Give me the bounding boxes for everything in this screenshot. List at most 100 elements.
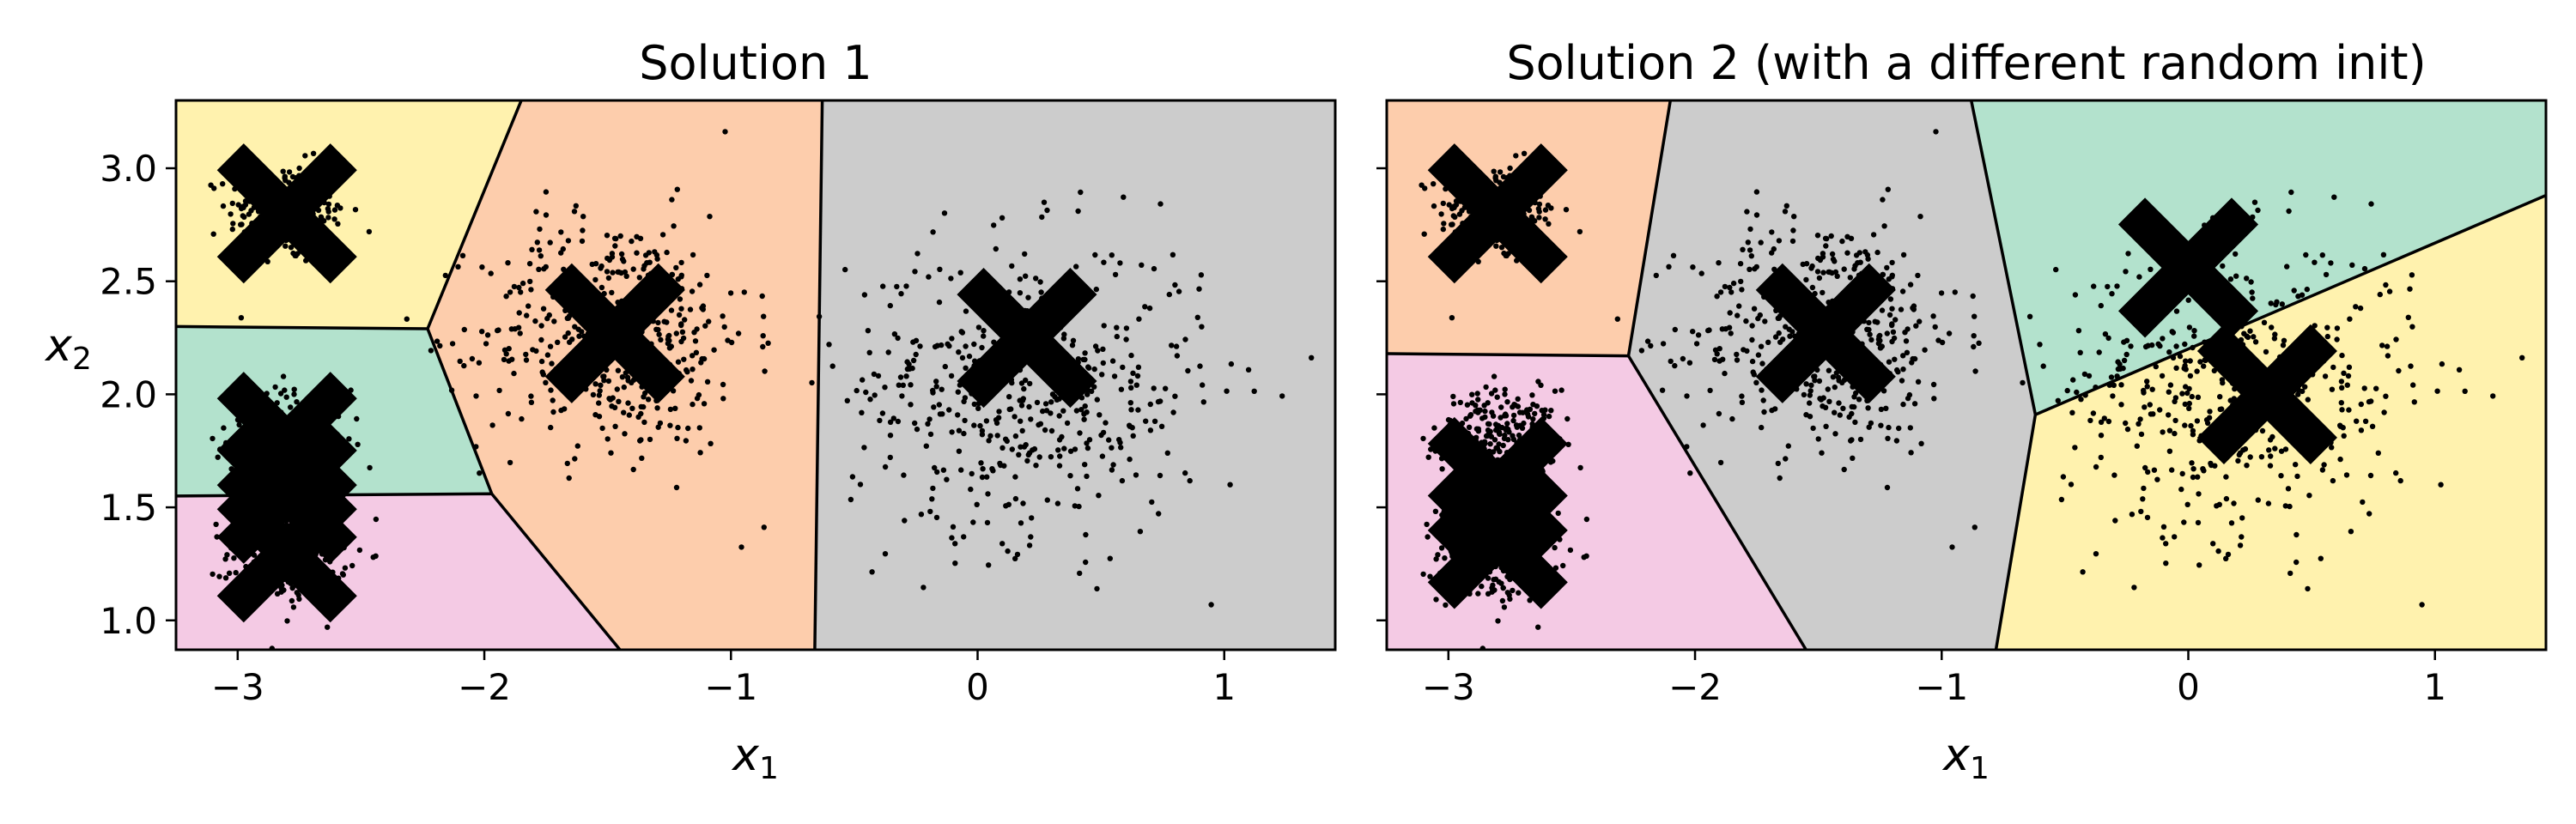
solution-1-point [1149,499,1155,506]
solution-1-point [952,560,958,566]
solution-2-point [2225,551,2232,558]
solution-1-point [571,209,578,215]
solution-2-point [2191,328,2197,334]
solution-1-point [896,382,902,388]
solution-1-point [728,339,735,346]
solution-2-point [1915,379,1922,385]
solution-1-point [1026,450,1033,456]
solution-1-point [1023,377,1029,384]
solution-2-point [1670,252,1677,258]
solution-1-point [291,386,297,392]
solution-2-point [2381,409,2387,415]
solution-1-point [434,338,440,344]
solution-2-point [2284,264,2290,270]
solution-2-plot-frame [1385,99,2548,651]
solution-1-point [1182,470,1188,476]
solution-1-point [507,289,513,295]
solution-2-point [1801,391,1807,398]
solution-2-point [1834,273,1840,279]
solution-2-point [2181,519,2187,525]
solution-1-point [1020,396,1027,402]
solution-2-point [2252,339,2259,345]
solution-2-point [2037,342,2043,348]
solution-1-point [1033,463,1039,469]
solution-1-point [760,343,766,350]
solution-2-point [1915,272,1921,279]
solution-1-point [1026,542,1033,548]
solution-2-point [1787,333,1793,339]
solution-2-point [2159,373,2166,379]
solution-1-point [666,337,672,344]
solution-2-point [2172,417,2178,424]
solution-1-point [1245,367,1252,373]
solution-1-point [1157,201,1163,207]
solution-2-regions [1387,100,2546,650]
solution-1-point [887,454,894,461]
solution-1-point [484,332,491,338]
solution-2-point [2074,389,2080,396]
solution-1-point [1037,279,1043,285]
solution-1-point [1109,358,1116,364]
solution-2-point [1542,216,1548,222]
solution-2-point [2136,274,2142,280]
solution-1-point [1228,360,1235,367]
solution-2-point [2177,353,2184,360]
solution-1-point [913,351,919,358]
solution-2-point [1684,393,1690,399]
solution-2-point [1729,415,1735,422]
solution-2-x-tick-label: 0 [2177,666,2200,708]
solution-1-point [948,373,955,379]
solution-1-point [1006,394,1012,400]
solution-1-point [619,374,626,380]
solution-1-point [537,226,543,233]
solution-2-centroid-marker-3 [1427,469,1568,609]
solution-2-point [1421,231,1427,237]
solution-2-point [2173,308,2180,314]
solution-2-point [1918,440,1924,446]
solution-1-x-tick-label: −2 [458,666,511,708]
solution-2-point [2346,364,2353,370]
solution-1-point [961,534,967,540]
solution-2-point [1443,602,1449,609]
solution-2-point [1491,373,1498,379]
solution-1-point [549,360,555,367]
solution-2-point [1479,583,1485,590]
solution-1-point [701,401,708,407]
solution-1-point [1147,401,1154,408]
solution-1-point [966,353,973,360]
solution-2-point [2129,512,2136,518]
solution-1-point [957,270,963,276]
solution-2-point [2197,359,2203,365]
solution-1-point [210,231,216,237]
solution-2-point [2091,283,2097,289]
solution-2-point [2121,357,2128,364]
solution-1-point [1118,386,1125,392]
solution-1-point [625,400,631,406]
solution-2-point [2173,343,2179,349]
solution-2-point [1719,326,1726,332]
solution-2-point [1491,168,1497,174]
solution-2-point [1747,247,1753,253]
solution-1-point [1028,534,1034,540]
solution-2-point [1800,261,1806,268]
solution-1-point [1042,427,1048,433]
solution-2-point [2233,273,2239,279]
solution-1-point [1196,286,1202,292]
solution-2-point [1712,347,1719,353]
solution-2-point [2182,341,2188,348]
solution-1-point [849,474,856,480]
solution-2-point [2285,486,2292,492]
solution-1-point [543,212,550,218]
solution-2-panel: −3 −2 −1 0 1 Solution 2 (with a different ra… [1376,36,2548,786]
solution-2-point [1841,466,1847,473]
solution-1-point [1067,473,1073,479]
solution-2-point [2272,331,2278,337]
solution-2-point [1439,466,1445,472]
solution-2-point [2354,418,2360,424]
solution-2-point [1755,352,1762,358]
solution-1-point [963,308,969,314]
solution-2-point [1563,207,1570,213]
solution-1-point [612,423,618,429]
solution-2-point [1716,410,1722,417]
solution-1-point [848,496,854,503]
